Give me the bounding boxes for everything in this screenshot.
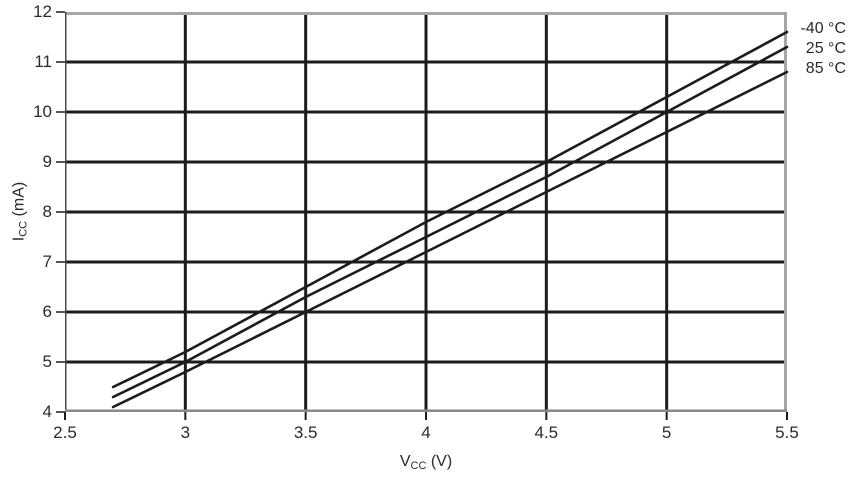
x-axis-title-main: V: [399, 453, 411, 470]
series-line-2: [111, 70, 789, 409]
x-tick-label: 4.5: [534, 423, 559, 442]
y-tick-label: 8: [42, 202, 52, 221]
series-line-0: [111, 30, 789, 389]
x-tick-label: 3.5: [293, 423, 318, 442]
y-tick-label: 4: [42, 402, 52, 421]
x-tick-label: 3: [180, 423, 191, 442]
y-axis-title-sub: CC: [17, 220, 30, 237]
y-axis-title: ICC (mA): [11, 162, 30, 262]
y-tick-label: 9: [42, 152, 52, 171]
plot-area: [56, 11, 789, 420]
legend-entry-85c: 85 °C: [805, 60, 846, 77]
y-axis-title-main: I: [10, 236, 28, 242]
x-tick-label: 5.5: [775, 423, 799, 442]
y-tick-label: 6: [42, 302, 52, 321]
y-axis-title-unit: (mA): [10, 181, 28, 221]
x-tick-label: 5: [661, 423, 672, 442]
x-axis-title-sub: CC: [410, 460, 427, 472]
x-tick-label: 2.5: [53, 423, 77, 442]
x-axis-title: VCC (V): [65, 453, 787, 472]
y-tick-label: 5: [42, 352, 52, 371]
legend: -40 °C 25 °C 85 °C: [800, 19, 846, 79]
series-line-1: [111, 45, 789, 399]
plot-canvas: [56, 11, 789, 420]
x-axis-title-unit: (V): [426, 453, 453, 470]
x-tick-label: 4: [421, 423, 431, 442]
y-tick-label: 11: [34, 52, 52, 71]
legend-entry-25c: 25 °C: [805, 40, 846, 57]
legend-entry-minus40c: -40 °C: [800, 20, 846, 37]
y-tick-label: 10: [33, 102, 52, 121]
y-tick-label: 7: [42, 252, 52, 271]
y-tick-label: 12: [33, 2, 52, 21]
